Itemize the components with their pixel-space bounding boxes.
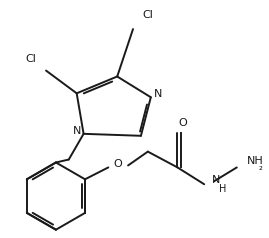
Text: N: N: [154, 89, 162, 99]
Text: N: N: [72, 126, 81, 136]
Text: Cl: Cl: [142, 10, 153, 20]
Text: N: N: [212, 175, 221, 185]
Text: NH: NH: [247, 157, 263, 167]
Text: H: H: [219, 184, 226, 194]
Text: ₂: ₂: [259, 162, 263, 172]
Text: Cl: Cl: [26, 54, 37, 64]
Text: O: O: [114, 159, 123, 169]
Text: O: O: [178, 118, 187, 128]
